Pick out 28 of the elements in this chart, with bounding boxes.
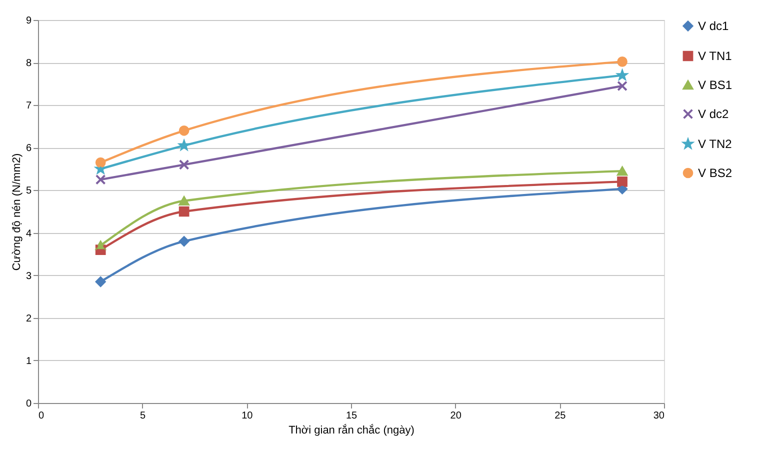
y-tick-label: 7: [26, 100, 32, 112]
x-tick-label: 25: [554, 410, 566, 422]
x-tick-label: 20: [450, 410, 462, 422]
y-tick-label: 5: [26, 186, 32, 197]
x-tick-label: 10: [242, 410, 254, 422]
point: [178, 160, 190, 170]
x-tick-label: 0: [38, 410, 44, 422]
point: [617, 80, 628, 92]
legend-label: V TN1: [698, 49, 732, 63]
legend-label: V dc1: [698, 19, 730, 33]
y-tick-label: 3: [26, 270, 32, 282]
legend-label: V BS2: [698, 166, 732, 180]
y-tick-label: 0: [26, 398, 32, 410]
x-tick-label: 15: [346, 410, 358, 422]
x-axis-title: Thời gian rắn chắc (ngày): [288, 424, 414, 436]
y-tick-label: 4: [26, 228, 32, 240]
legend-label: V TN2: [698, 137, 732, 151]
point: [95, 174, 106, 185]
y-axis-title: Cường độ nén (N/mm2): [10, 153, 23, 271]
y-tick-label: 6: [26, 143, 32, 154]
legend-label: V dc2: [698, 107, 730, 121]
y-tick-label: 2: [26, 313, 32, 324]
x-tick-label: 30: [653, 410, 665, 422]
y-tick-label: 8: [26, 58, 32, 70]
x-tick-label: 5: [140, 410, 146, 422]
legend-label: V BS1: [698, 78, 732, 92]
y-tick-label: 9: [26, 16, 32, 26]
y-tick-label: 1: [26, 356, 32, 367]
